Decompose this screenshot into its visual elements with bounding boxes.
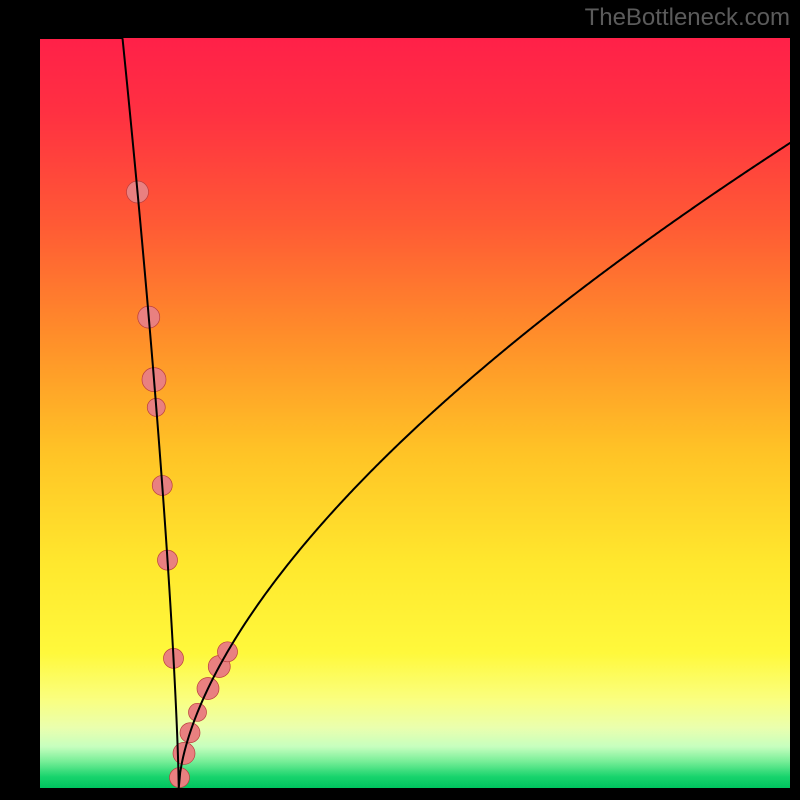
plot-svg [40,38,790,788]
chart-stage: TheBottleneck.com [0,0,800,800]
marker-group [127,181,238,788]
plot-area [40,38,790,788]
watermark-label: TheBottleneck.com [585,4,790,32]
